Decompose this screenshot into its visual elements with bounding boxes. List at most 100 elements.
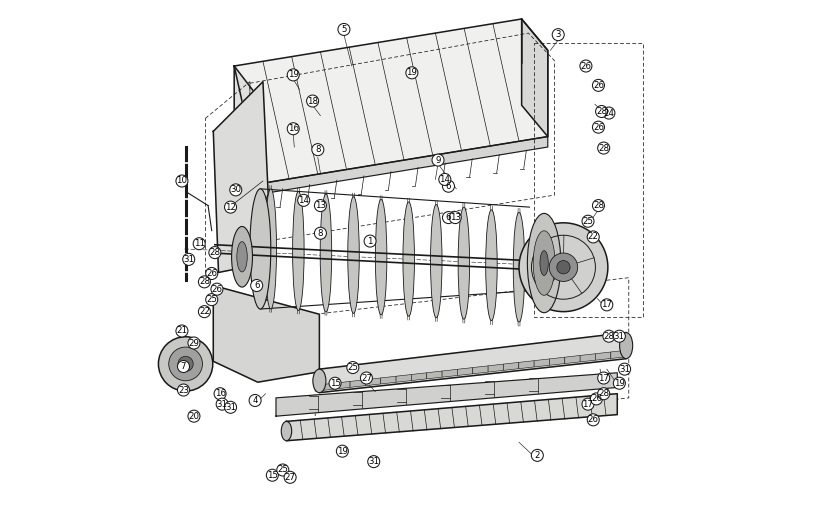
- Circle shape: [314, 227, 326, 239]
- Circle shape: [592, 121, 604, 133]
- Circle shape: [449, 212, 460, 224]
- Circle shape: [597, 388, 609, 400]
- Circle shape: [442, 180, 454, 192]
- Ellipse shape: [402, 202, 414, 316]
- Circle shape: [580, 60, 591, 72]
- Text: 6: 6: [445, 182, 450, 191]
- Circle shape: [338, 24, 349, 36]
- Circle shape: [224, 401, 236, 413]
- Circle shape: [602, 330, 614, 342]
- Circle shape: [224, 201, 236, 213]
- Circle shape: [216, 398, 228, 410]
- Circle shape: [250, 279, 262, 291]
- Ellipse shape: [231, 226, 253, 287]
- Circle shape: [602, 107, 614, 119]
- Text: 28: 28: [603, 332, 614, 341]
- Circle shape: [205, 267, 218, 279]
- Circle shape: [178, 356, 193, 372]
- Text: 28: 28: [199, 277, 209, 286]
- Ellipse shape: [249, 189, 271, 309]
- Text: 18: 18: [306, 96, 318, 105]
- Circle shape: [346, 362, 359, 374]
- Circle shape: [188, 337, 200, 349]
- Text: 31: 31: [216, 400, 228, 409]
- Text: 6: 6: [253, 281, 259, 290]
- Polygon shape: [213, 82, 267, 272]
- Text: 30: 30: [230, 185, 241, 194]
- Ellipse shape: [375, 199, 387, 315]
- Circle shape: [329, 377, 340, 389]
- Circle shape: [586, 231, 599, 243]
- Text: 31: 31: [619, 365, 629, 374]
- Ellipse shape: [348, 196, 359, 313]
- Ellipse shape: [458, 207, 469, 319]
- Polygon shape: [319, 333, 625, 392]
- Circle shape: [198, 305, 210, 318]
- Circle shape: [368, 456, 379, 467]
- Text: 26: 26: [590, 395, 601, 403]
- Text: 12: 12: [224, 203, 236, 212]
- Ellipse shape: [281, 421, 291, 441]
- Ellipse shape: [527, 213, 561, 313]
- Circle shape: [592, 79, 604, 91]
- Circle shape: [229, 184, 242, 196]
- Ellipse shape: [430, 204, 441, 318]
- Polygon shape: [503, 363, 518, 370]
- Text: 26: 26: [211, 285, 222, 293]
- Polygon shape: [411, 373, 426, 380]
- Circle shape: [600, 299, 612, 311]
- Circle shape: [176, 325, 188, 337]
- Polygon shape: [457, 367, 472, 376]
- Circle shape: [438, 173, 450, 185]
- Circle shape: [613, 330, 624, 342]
- Polygon shape: [580, 354, 595, 362]
- Text: 16: 16: [214, 389, 225, 398]
- Text: 28: 28: [209, 248, 220, 257]
- Text: 13: 13: [315, 201, 325, 210]
- Text: 22: 22: [587, 233, 598, 242]
- Circle shape: [210, 283, 223, 295]
- Text: 28: 28: [592, 201, 604, 210]
- Polygon shape: [234, 19, 547, 183]
- Polygon shape: [335, 381, 349, 389]
- Ellipse shape: [312, 369, 325, 392]
- Circle shape: [188, 410, 200, 422]
- Text: 25: 25: [347, 363, 358, 372]
- Text: 1: 1: [367, 237, 373, 246]
- Text: 8: 8: [315, 145, 320, 154]
- Text: 27: 27: [360, 374, 372, 383]
- Text: 15: 15: [330, 379, 340, 388]
- Circle shape: [169, 347, 202, 381]
- Text: 4: 4: [252, 396, 258, 405]
- Text: 26: 26: [592, 123, 604, 132]
- Circle shape: [248, 395, 261, 407]
- Text: 26: 26: [206, 269, 217, 278]
- Text: 3: 3: [555, 30, 561, 39]
- Circle shape: [214, 388, 226, 400]
- Ellipse shape: [265, 189, 277, 309]
- Circle shape: [286, 69, 299, 81]
- Circle shape: [158, 337, 213, 391]
- Polygon shape: [319, 383, 335, 391]
- Text: 5: 5: [341, 25, 346, 34]
- Text: 31: 31: [224, 403, 236, 412]
- Circle shape: [618, 363, 630, 375]
- Text: 23: 23: [178, 386, 189, 395]
- Circle shape: [336, 445, 348, 457]
- Circle shape: [581, 398, 594, 410]
- Circle shape: [586, 414, 599, 426]
- Text: 21: 21: [176, 326, 187, 335]
- Polygon shape: [472, 366, 488, 374]
- Text: 17: 17: [600, 300, 612, 309]
- Polygon shape: [365, 378, 380, 386]
- Polygon shape: [441, 369, 457, 377]
- Ellipse shape: [485, 210, 497, 321]
- Text: 15: 15: [267, 471, 277, 480]
- Text: 27: 27: [284, 473, 296, 482]
- Polygon shape: [564, 355, 580, 364]
- Text: 28: 28: [598, 144, 609, 152]
- Text: 24: 24: [603, 108, 614, 117]
- Text: 26: 26: [580, 61, 590, 71]
- Circle shape: [592, 200, 604, 212]
- Text: 7: 7: [181, 362, 186, 371]
